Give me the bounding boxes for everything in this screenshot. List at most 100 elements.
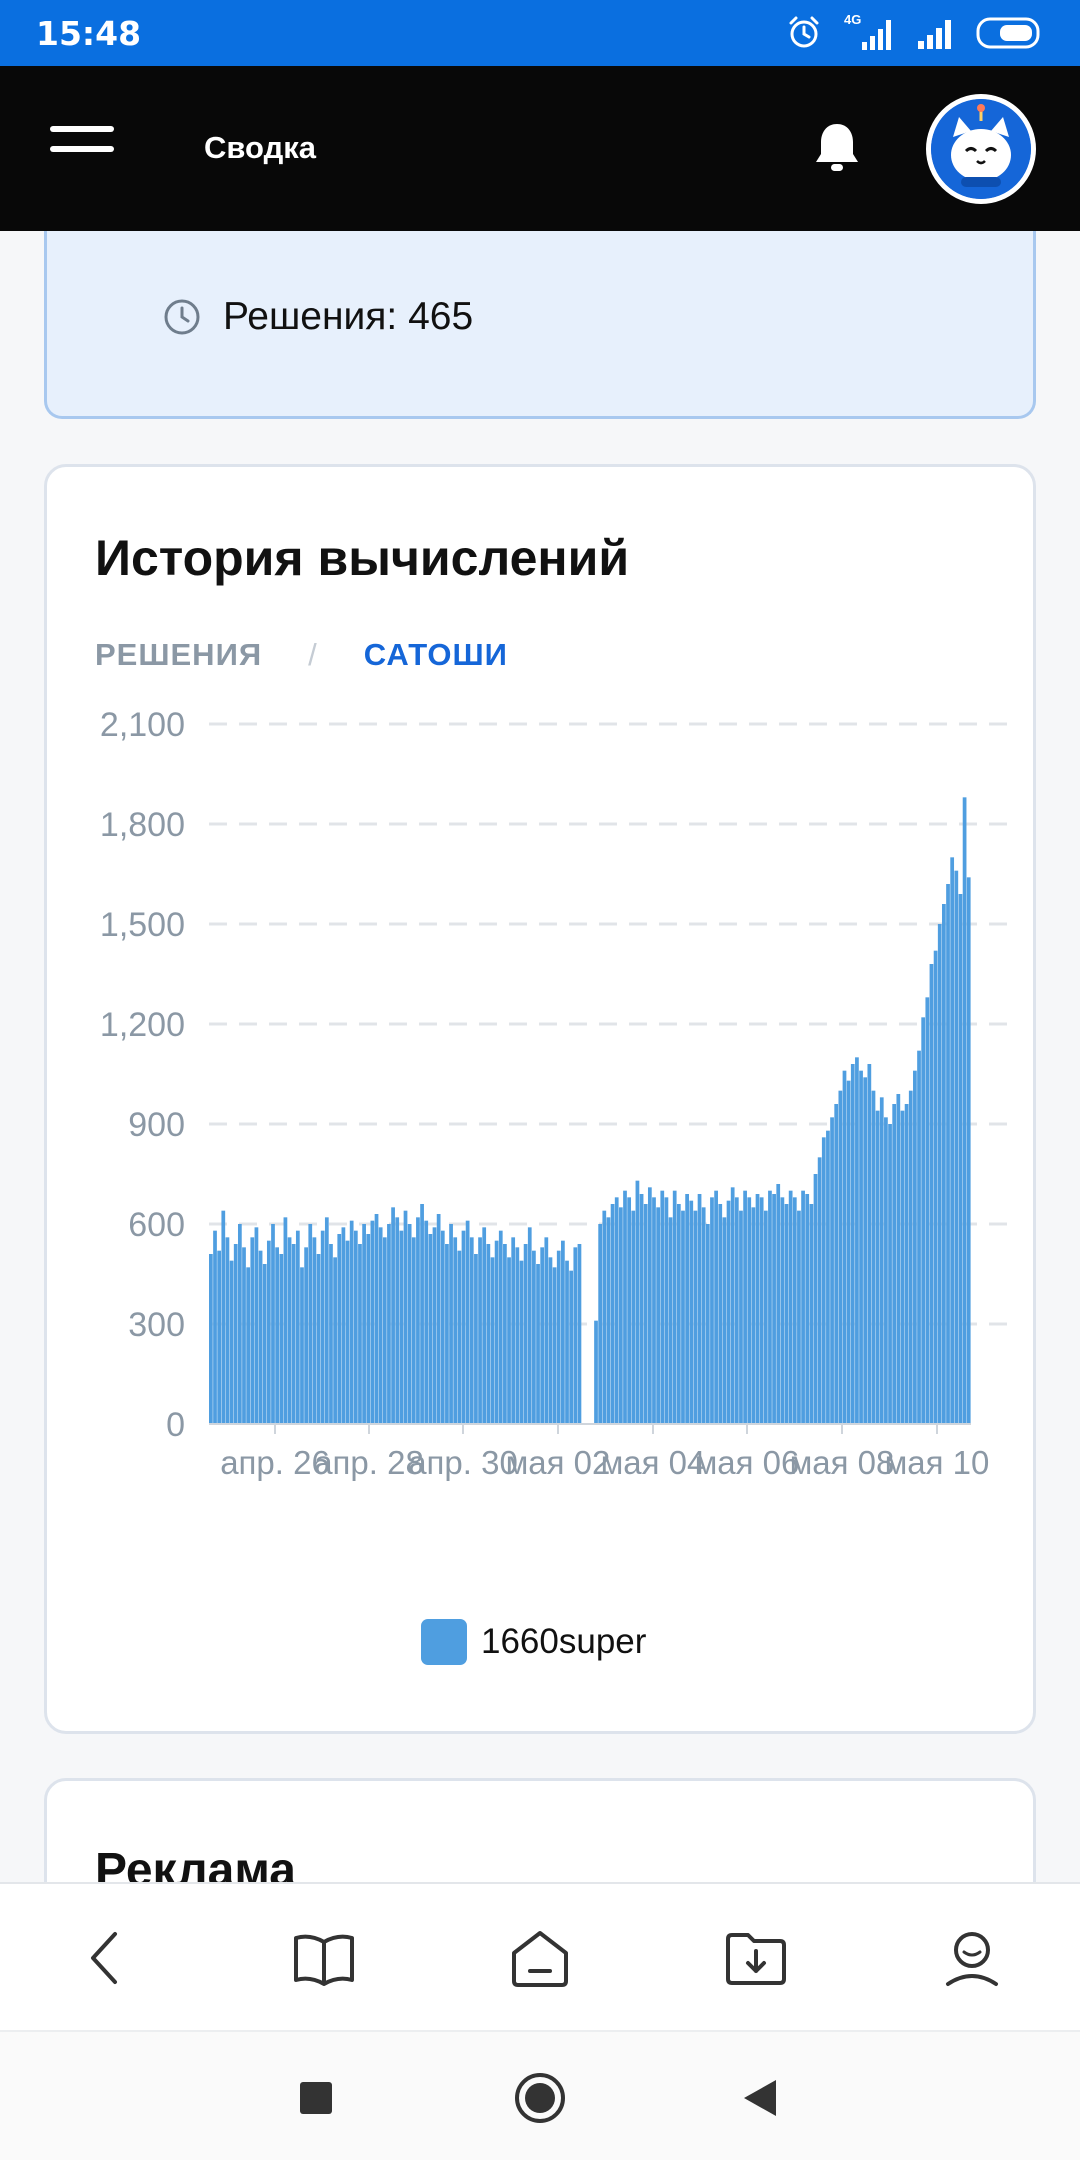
chart-bar bbox=[217, 1250, 222, 1424]
chart-bar bbox=[917, 1050, 921, 1424]
chart-bar bbox=[486, 1244, 491, 1424]
chart-bar bbox=[250, 1237, 255, 1424]
chart-bar bbox=[411, 1237, 416, 1424]
chart-bar bbox=[751, 1207, 756, 1424]
chart-bar bbox=[494, 1240, 499, 1424]
chart-bar bbox=[896, 1094, 901, 1424]
chart-bar bbox=[300, 1267, 304, 1424]
chart-bar bbox=[942, 904, 946, 1424]
tab-separator: / bbox=[308, 637, 318, 672]
chart-bar bbox=[933, 950, 938, 1424]
legend-label: 1660super bbox=[481, 1622, 647, 1661]
chart-bar bbox=[884, 1117, 888, 1424]
y-tick-label: 1,500 bbox=[100, 906, 185, 944]
chart-bar bbox=[391, 1207, 395, 1424]
chart-bar bbox=[498, 1230, 503, 1424]
chart-bar bbox=[209, 1254, 213, 1424]
chart-legend[interactable]: 1660super bbox=[421, 1619, 646, 1665]
chart-bar bbox=[718, 1204, 723, 1424]
hamburger-icon[interactable] bbox=[50, 126, 116, 170]
chart-bar bbox=[598, 1224, 603, 1424]
status-bar: 15:48 4G bbox=[0, 0, 1080, 66]
chart-bar bbox=[904, 1104, 909, 1424]
x-tick-label: мая 02 bbox=[506, 1444, 611, 1481]
x-tick-label: мая 08 bbox=[790, 1444, 895, 1481]
y-tick-label: 600 bbox=[128, 1206, 185, 1244]
chart-bar bbox=[304, 1247, 308, 1424]
chart-bar bbox=[743, 1190, 747, 1424]
chart-bar bbox=[937, 924, 942, 1424]
chart-bar bbox=[287, 1237, 292, 1424]
chart-bar bbox=[378, 1227, 383, 1424]
cat-avatar-icon bbox=[931, 99, 1031, 199]
chart-bar bbox=[747, 1197, 752, 1424]
tab-solutions[interactable]: РЕШЕНИЯ bbox=[95, 637, 263, 672]
legend-swatch bbox=[421, 1619, 467, 1665]
chart-bar bbox=[602, 1210, 607, 1424]
chart-bar bbox=[515, 1247, 520, 1424]
home-icon[interactable] bbox=[500, 1918, 580, 1998]
chart-bar bbox=[892, 1104, 897, 1424]
profile-icon[interactable] bbox=[932, 1918, 1012, 1998]
chart-bar bbox=[358, 1244, 362, 1424]
battery-icon bbox=[976, 17, 1040, 49]
chart-bar bbox=[776, 1184, 781, 1424]
y-tick-label: 900 bbox=[128, 1106, 185, 1144]
chart-bar bbox=[279, 1254, 284, 1424]
chart-bar bbox=[424, 1220, 429, 1424]
chart-bar bbox=[544, 1237, 549, 1424]
chart-bar bbox=[813, 1174, 818, 1424]
chart-bar bbox=[271, 1224, 275, 1424]
chart-bar bbox=[548, 1257, 553, 1424]
chart-bar bbox=[362, 1224, 366, 1424]
chart-bar bbox=[275, 1247, 280, 1424]
home-nav-icon[interactable] bbox=[510, 2068, 570, 2128]
tab-satoshi[interactable]: САТОШИ bbox=[363, 637, 508, 672]
chart-bar bbox=[312, 1237, 317, 1424]
chart-bar bbox=[821, 1137, 826, 1424]
chart-bar bbox=[474, 1254, 478, 1424]
chart-bar bbox=[577, 1244, 582, 1424]
alarm-icon bbox=[789, 16, 819, 48]
chart-bar bbox=[784, 1204, 789, 1424]
bell-icon[interactable] bbox=[812, 120, 862, 176]
chart-bar bbox=[407, 1224, 412, 1424]
status-time: 15:48 bbox=[36, 14, 142, 53]
chart-bar bbox=[482, 1227, 487, 1424]
chart-bar bbox=[503, 1244, 507, 1424]
system-navigation bbox=[0, 2030, 1080, 2160]
chart-bar bbox=[647, 1187, 652, 1424]
chart-bar bbox=[445, 1244, 449, 1424]
chart-bar bbox=[565, 1260, 569, 1424]
chart-bar bbox=[958, 894, 963, 1424]
chart-bar bbox=[428, 1234, 433, 1424]
chart-bar bbox=[527, 1227, 532, 1424]
chart-bar bbox=[846, 1080, 851, 1424]
chart-bar bbox=[705, 1224, 710, 1424]
recent-apps-icon[interactable] bbox=[286, 2068, 346, 2128]
chart-bar bbox=[888, 1124, 892, 1424]
chart-bar bbox=[697, 1194, 702, 1424]
chart-bar bbox=[627, 1197, 632, 1424]
chart-bar bbox=[834, 1104, 839, 1424]
chart-bar bbox=[213, 1230, 217, 1424]
chart-bar bbox=[229, 1260, 234, 1424]
chart-bar bbox=[610, 1204, 615, 1424]
chart-bar bbox=[875, 1110, 880, 1424]
chart-bar bbox=[676, 1204, 681, 1424]
download-folder-icon[interactable] bbox=[716, 1918, 796, 1998]
signal-icon bbox=[918, 20, 951, 49]
chart-bar bbox=[370, 1220, 375, 1424]
signal-4g-icon: 4G bbox=[840, 12, 898, 52]
chart-bar bbox=[242, 1247, 246, 1424]
avatar[interactable] bbox=[926, 94, 1036, 204]
chart-bar bbox=[266, 1240, 271, 1424]
book-icon[interactable] bbox=[284, 1918, 364, 1998]
x-tick-label: апр. 30 bbox=[408, 1444, 518, 1481]
chart-bar bbox=[925, 997, 930, 1424]
chart-bar bbox=[734, 1197, 739, 1424]
back-nav-icon[interactable] bbox=[730, 2068, 790, 2128]
chart-bar bbox=[237, 1224, 242, 1424]
chevron-left-icon[interactable] bbox=[66, 1918, 146, 1998]
chart-bar bbox=[573, 1247, 578, 1424]
